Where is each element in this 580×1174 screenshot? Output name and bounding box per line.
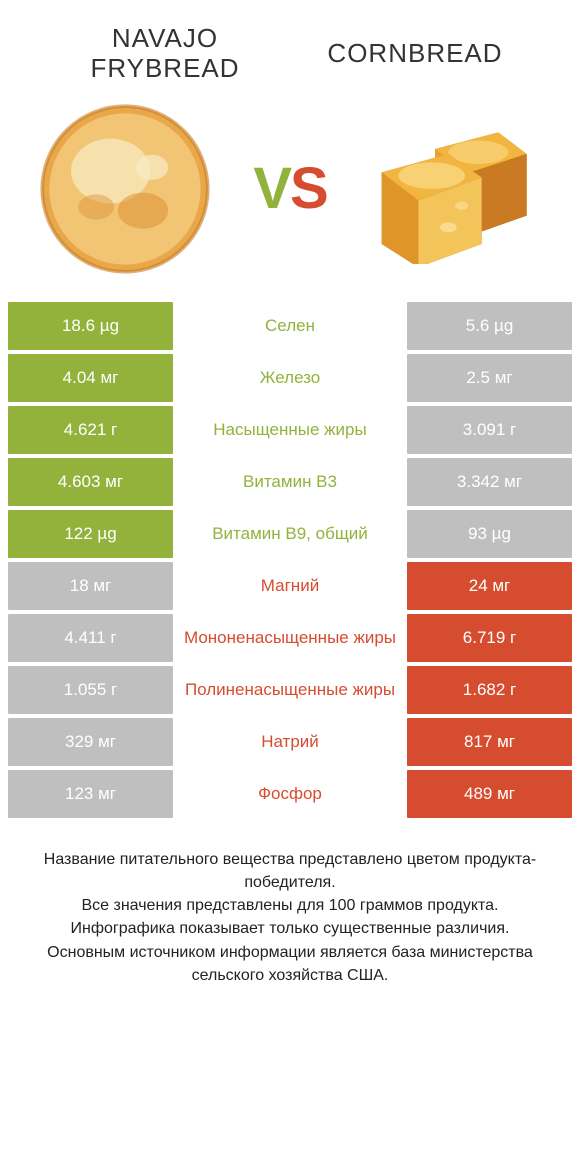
right-value-cell: 3.091 г: [407, 406, 572, 454]
nutrient-label: Железо: [173, 354, 407, 402]
nutrient-label: Фосфор: [173, 770, 407, 818]
left-value-cell: 329 мг: [8, 718, 173, 766]
right-value-cell: 93 µg: [407, 510, 572, 558]
header: NAVAJO FRYBREAD CORNBREAD: [0, 0, 580, 94]
nutrient-label: Селен: [173, 302, 407, 350]
left-value-cell: 18 мг: [8, 562, 173, 610]
table-row: 18 мгМагний24 мг: [8, 562, 572, 610]
right-value-cell: 817 мг: [407, 718, 572, 766]
left-value-cell: 1.055 г: [8, 666, 173, 714]
table-row: 329 мгНатрий817 мг: [8, 718, 572, 766]
footer-notes: Название питательного вещества представл…: [0, 822, 580, 987]
right-value-cell: 3.342 мг: [407, 458, 572, 506]
left-value-cell: 122 µg: [8, 510, 173, 558]
left-product-title: NAVAJO FRYBREAD: [40, 24, 290, 84]
footer-line-3: Инфографика показывает только существенн…: [24, 917, 556, 940]
left-value-cell: 18.6 µg: [8, 302, 173, 350]
right-value-cell: 24 мг: [407, 562, 572, 610]
left-value-cell: 123 мг: [8, 770, 173, 818]
nutrient-label: Мононенасыщенные жиры: [173, 614, 407, 662]
cornbread-icon: [360, 94, 550, 284]
nutrient-label: Насыщенные жиры: [173, 406, 407, 454]
nutrient-label: Витамин B9, общий: [173, 510, 407, 558]
left-value-cell: 4.04 мг: [8, 354, 173, 402]
table-row: 122 µgВитамин B9, общий93 µg: [8, 510, 572, 558]
vs-label: VS: [253, 155, 326, 222]
right-product-title: CORNBREAD: [290, 24, 540, 84]
table-row: 4.411 гМононенасыщенные жиры6.719 г: [8, 614, 572, 662]
nutrient-label: Полиненасыщенные жиры: [173, 666, 407, 714]
nutrient-label: Натрий: [173, 718, 407, 766]
table-row: 4.621 гНасыщенные жиры3.091 г: [8, 406, 572, 454]
product-images-row: VS: [0, 94, 580, 302]
footer-line-4: Основным источником информации является …: [24, 941, 556, 987]
right-value-cell: 1.682 г: [407, 666, 572, 714]
footer-line-2: Все значения представлены для 100 граммо…: [24, 894, 556, 917]
vs-v: V: [253, 156, 290, 221]
table-row: 123 мгФосфор489 мг: [8, 770, 572, 818]
table-row: 1.055 гПолиненасыщенные жиры1.682 г: [8, 666, 572, 714]
footer-line-1: Название питательного вещества представл…: [24, 848, 556, 894]
right-value-cell: 6.719 г: [407, 614, 572, 662]
right-value-cell: 2.5 мг: [407, 354, 572, 402]
table-row: 4.04 мгЖелезо2.5 мг: [8, 354, 572, 402]
nutrient-label: Витамин B3: [173, 458, 407, 506]
vs-s: S: [290, 156, 327, 221]
right-value-cell: 489 мг: [407, 770, 572, 818]
left-value-cell: 4.621 г: [8, 406, 173, 454]
frybread-icon: [30, 94, 220, 284]
table-row: 4.603 мгВитамин B33.342 мг: [8, 458, 572, 506]
table-row: 18.6 µgСелен5.6 µg: [8, 302, 572, 350]
right-value-cell: 5.6 µg: [407, 302, 572, 350]
left-value-cell: 4.603 мг: [8, 458, 173, 506]
left-value-cell: 4.411 г: [8, 614, 173, 662]
nutrient-label: Магний: [173, 562, 407, 610]
comparison-table: 18.6 µgСелен5.6 µg4.04 мгЖелезо2.5 мг4.6…: [8, 302, 572, 818]
